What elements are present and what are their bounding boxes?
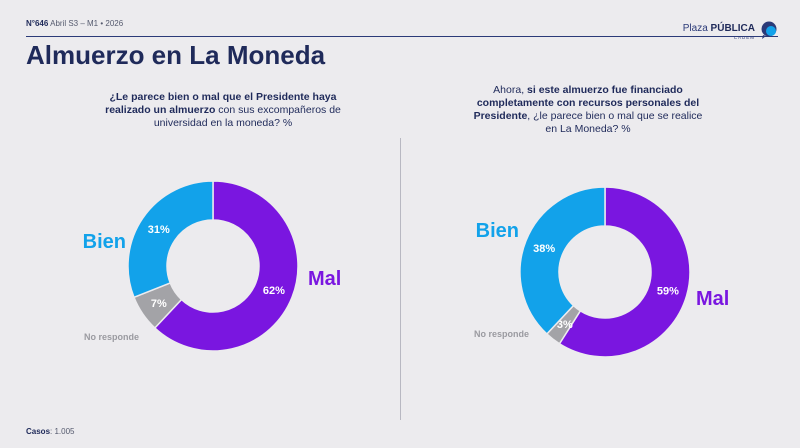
- sample-size-value: : 1.005: [50, 427, 75, 436]
- donut-2-value-label: 38%: [533, 243, 555, 255]
- donut-1-category-label: Bien: [83, 231, 126, 253]
- question-2-bold: si este almuerzo fue financiado completa…: [473, 84, 700, 122]
- donut-2-value-label: 59%: [657, 285, 679, 297]
- brand-logo: Plaza PÚBLICA CADEM: [683, 19, 778, 41]
- brand-name-plain: Plaza: [682, 23, 708, 34]
- donut-2-value-label: 3%: [557, 319, 573, 331]
- sample-size: Casos: 1.005: [26, 427, 74, 436]
- donut-1-slice-bien: [127, 180, 214, 299]
- donut-2-slice-bien: [519, 186, 606, 336]
- sample-size-label: Casos: [26, 427, 51, 436]
- donut-1-slice-mal: [153, 180, 299, 352]
- donut-1-value-label: 31%: [148, 224, 170, 236]
- header-divider: [26, 36, 778, 37]
- issue-number: N°646: [26, 19, 49, 28]
- brand-bubble-icon: [761, 21, 777, 39]
- brand-subtitle: CADEM: [733, 35, 755, 40]
- page-title: Almuerzo en La Moneda: [26, 40, 326, 70]
- donut-2-category-label: Bien: [476, 220, 519, 242]
- donut-1-value-label: 62%: [263, 285, 285, 297]
- donut-2-category-label: No responde: [474, 329, 529, 339]
- question-2-rest: , ¿le parece bien o mal que se realice e…: [527, 110, 703, 135]
- question-2-intro: Ahora,: [493, 84, 528, 96]
- question-1-rest: con sus excompañeros de universidad en l…: [153, 104, 341, 129]
- donut-2-category-label: Mal: [696, 288, 729, 310]
- issue-period: Abril S3 – M1 • 2026: [50, 19, 124, 28]
- question-1: ¿Le parece bien o mal que el Presidente …: [100, 91, 346, 130]
- question-1-bold: ¿Le parece bien o mal que el Presidente …: [105, 91, 337, 116]
- donut-1-value-label: 7%: [151, 298, 167, 310]
- issue-info: N°646 Abril S3 – M1 • 2026: [26, 19, 123, 28]
- donut-1-category-label: Mal: [308, 268, 341, 290]
- donut-1-category-label: No responde: [84, 332, 139, 342]
- question-2: Ahora, si este almuerzo fue financiado c…: [470, 84, 706, 136]
- column-divider: [400, 138, 401, 420]
- donut-2-slice-mal: [558, 186, 691, 358]
- brand-name-bold: PÚBLICA: [710, 23, 755, 34]
